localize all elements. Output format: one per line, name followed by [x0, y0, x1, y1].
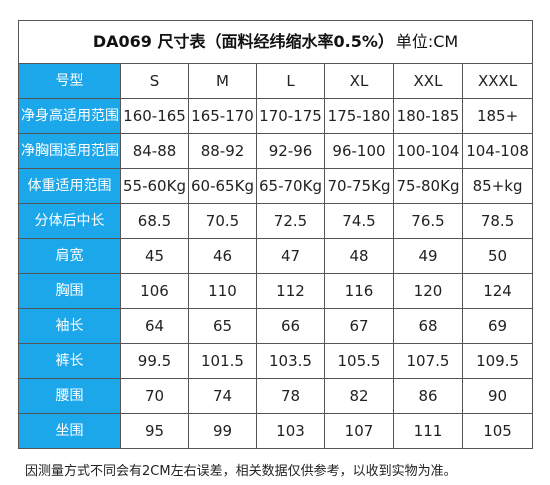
table-title-unit: 单位:CM — [395, 32, 459, 51]
table-row: 袖长 64 65 66 67 68 69 — [18, 308, 534, 344]
row-label: 分体后中长 — [18, 203, 121, 239]
table-cell: 70 — [120, 378, 189, 414]
table-cell: 55-60Kg — [120, 168, 189, 204]
table-cell: 103.5 — [256, 343, 325, 379]
table-cell: 86 — [393, 378, 463, 414]
size-chart-body: DA069 尺寸表（面料经纬缩水率0.5%） 单位:CM 号型 S M L XL … — [17, 20, 534, 449]
table-title-main: DA069 尺寸表（面料经纬缩水率0.5%） — [92, 32, 394, 51]
table-cell: 78 — [256, 378, 325, 414]
table-cell: 49 — [393, 238, 463, 274]
table-cell: 60-65Kg — [188, 168, 257, 204]
row-label: 裤长 — [18, 343, 121, 379]
size-chart-table: DA069 尺寸表（面料经纬缩水率0.5%） 单位:CM 号型 S M L XL … — [17, 20, 534, 449]
table-cell: 88-92 — [188, 133, 257, 169]
table-cell: 64 — [120, 308, 189, 344]
row-label: 腰围 — [18, 378, 121, 414]
table-cell: 110 — [188, 273, 257, 309]
table-cell: 106 — [120, 273, 189, 309]
table-cell: 96-100 — [324, 133, 394, 169]
size-header-cell: L — [256, 63, 325, 99]
table-cell: 65-70Kg — [256, 168, 325, 204]
table-cell: 99.5 — [120, 343, 189, 379]
row-label: 胸围 — [18, 273, 121, 309]
table-cell: 170-175 — [256, 98, 325, 134]
table-cell: 70.5 — [188, 203, 257, 239]
table-cell: 185+ — [461, 98, 534, 134]
table-cell: 68.5 — [120, 203, 189, 239]
table-cell: 66 — [256, 308, 325, 344]
table-row: 腰围 70 74 78 82 86 90 — [18, 378, 534, 414]
table-row: 胸围 106 110 112 116 120 124 — [18, 273, 534, 309]
table-cell: 101.5 — [188, 343, 257, 379]
table-row: 体重适用范围 55-60Kg 60-65Kg 65-70Kg 70-75Kg 7… — [18, 168, 534, 204]
table-cell: 104-108 — [461, 133, 534, 169]
table-cell: 67 — [324, 308, 394, 344]
table-cell: 65 — [188, 308, 257, 344]
table-cell: 76.5 — [393, 203, 463, 239]
table-cell: 175-180 — [324, 98, 394, 134]
table-cell: 74.5 — [324, 203, 394, 239]
table-cell: 160-165 — [120, 98, 189, 134]
table-cell: 107 — [324, 413, 394, 449]
row-label: 肩宽 — [18, 238, 121, 274]
table-cell: 103 — [256, 413, 325, 449]
table-cell: 107.5 — [393, 343, 463, 379]
table-cell: 109.5 — [461, 343, 534, 379]
size-header-cell: M — [188, 63, 257, 99]
table-cell: 111 — [393, 413, 463, 449]
table-cell: 180-185 — [393, 98, 463, 134]
row-label: 坐围 — [18, 413, 121, 449]
table-cell: 105 — [461, 413, 534, 449]
row-label: 袖长 — [18, 308, 121, 344]
table-cell: 48 — [324, 238, 394, 274]
table-cell: 68 — [393, 308, 463, 344]
size-header-cell: S — [120, 63, 189, 99]
table-cell: 85+kg — [461, 168, 534, 204]
table-cell: 69 — [461, 308, 534, 344]
table-cell: 74 — [188, 378, 257, 414]
size-header-cell: XXL — [393, 63, 463, 99]
table-cell: 82 — [324, 378, 394, 414]
size-header-cell: XL — [324, 63, 394, 99]
table-row: 净胸围适用范围 84-88 88-92 92-96 96-100 100-104… — [18, 133, 534, 169]
table-cell: 116 — [324, 273, 394, 309]
size-header-cell: XXXL — [461, 63, 534, 99]
table-cell: 90 — [461, 378, 534, 414]
table-cell: 120 — [393, 273, 463, 309]
table-cell: 72.5 — [256, 203, 325, 239]
table-row: 裤长 99.5 101.5 103.5 105.5 107.5 109.5 — [18, 343, 534, 379]
table-cell: 112 — [256, 273, 325, 309]
table-cell: 105.5 — [324, 343, 394, 379]
title-row: DA069 尺寸表（面料经纬缩水率0.5%） 单位:CM — [17, 20, 534, 64]
table-cell: 84-88 — [120, 133, 189, 169]
table-cell: 124 — [461, 273, 534, 309]
table-cell: 70-75Kg — [324, 168, 394, 204]
row-label: 净身高适用范围 — [18, 98, 121, 134]
table-row: 净身高适用范围 160-165 165-170 170-175 175-180 … — [18, 98, 534, 134]
size-header-row: 号型 S M L XL XXL XXXL — [18, 63, 534, 99]
measurement-disclaimer: 因测量方式不同会有2CM左右误差，相关数据仅供参考，以收到实物为准。 — [25, 464, 457, 479]
row-label: 体重适用范围 — [18, 168, 121, 204]
table-row: 肩宽 45 46 47 48 49 50 — [18, 238, 534, 274]
table-cell: 75-80Kg — [393, 168, 463, 204]
table-row: 分体后中长 68.5 70.5 72.5 74.5 76.5 78.5 — [18, 203, 534, 239]
table-row: 坐围 95 99 103 107 111 105 — [18, 413, 534, 449]
row-label: 净胸围适用范围 — [18, 133, 121, 169]
table-cell: 100-104 — [393, 133, 463, 169]
table-cell: 47 — [256, 238, 325, 274]
table-cell: 99 — [188, 413, 257, 449]
table-cell: 46 — [188, 238, 257, 274]
table-cell: 78.5 — [461, 203, 534, 239]
table-title: DA069 尺寸表（面料经纬缩水率0.5%） 单位:CM — [17, 20, 534, 64]
size-header-label: 号型 — [18, 63, 121, 99]
table-cell: 50 — [461, 238, 534, 274]
table-cell: 95 — [120, 413, 189, 449]
table-cell: 45 — [120, 238, 189, 274]
table-cell: 92-96 — [256, 133, 325, 169]
table-cell: 165-170 — [188, 98, 257, 134]
